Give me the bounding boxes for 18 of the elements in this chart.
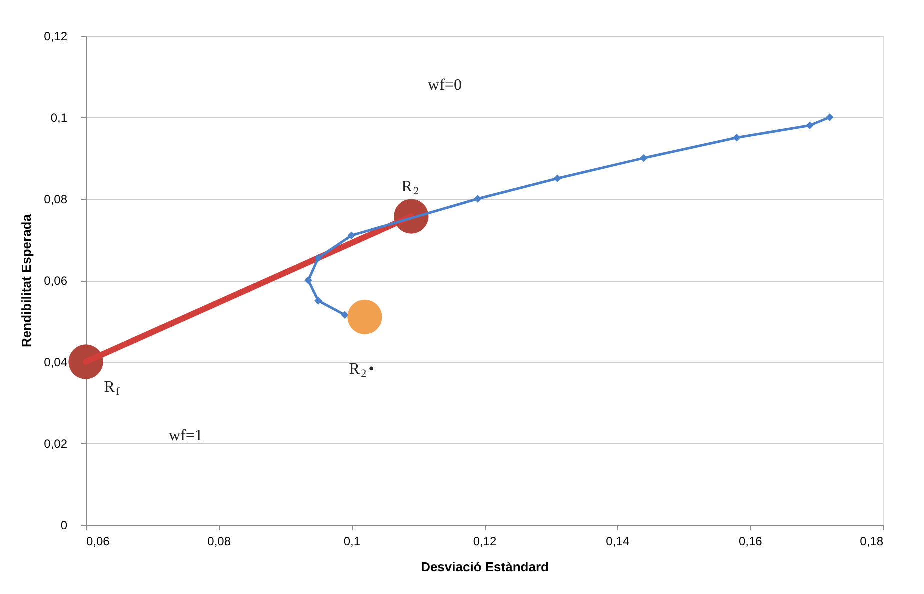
x-tick-label: 0,08 (208, 534, 232, 548)
x-tick-label: 0,14 (606, 534, 630, 548)
annotation: wf=0 (428, 76, 462, 94)
y-tick-label: 0,02 (44, 437, 68, 451)
annotation: wf=1 (169, 427, 203, 444)
y-tick-label: 0,1 (50, 111, 68, 125)
y-axis-title: Rendibilitat Esperada (19, 214, 34, 348)
x-tick-label: 0,16 (738, 534, 763, 548)
y-tick-label: 0,04 (44, 356, 68, 370)
x-tick-label: 0,18 (860, 534, 884, 548)
y-tick-label: 0 (60, 518, 68, 532)
x-tick-label: 0,1 (344, 534, 361, 548)
y-tick-label: 0,06 (44, 274, 68, 288)
x-tick-label: 0,12 (473, 534, 497, 548)
x-tick-label: 0,06 (86, 534, 110, 548)
y-tick-label: 0,08 (44, 192, 68, 206)
x-axis-title: Desviació Estàndard (421, 560, 549, 574)
y-tick-label: 0,12 (44, 30, 68, 44)
